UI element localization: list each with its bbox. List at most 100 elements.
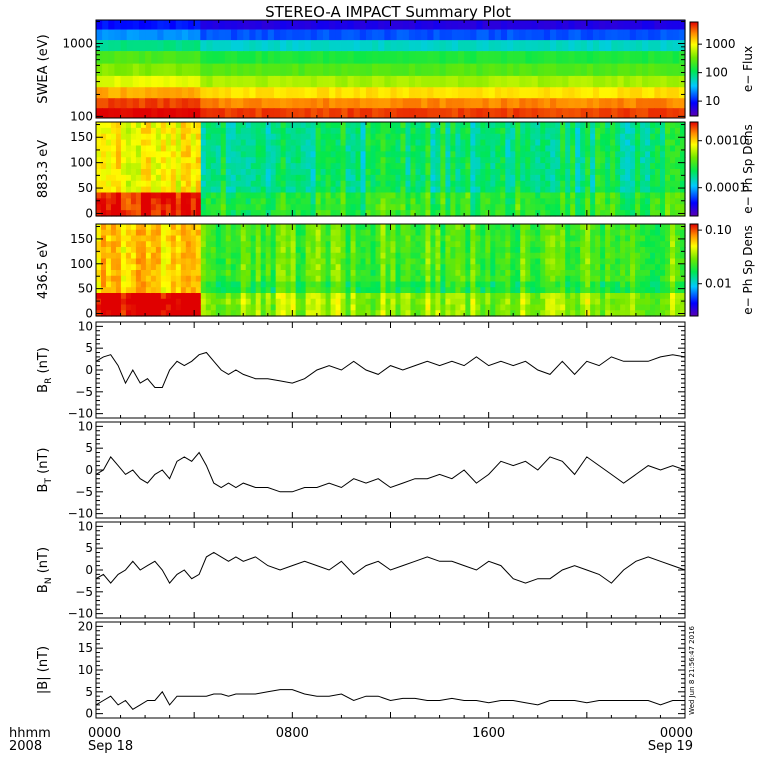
panel-pad883-cell bbox=[200, 192, 207, 199]
panel-pad436-colorbar bbox=[689, 223, 699, 317]
panel-pad883-cell bbox=[560, 169, 566, 176]
panel-swea-cell bbox=[212, 75, 220, 88]
panel-swea-cell bbox=[237, 51, 244, 64]
panel-pad883-cell bbox=[425, 163, 432, 170]
panel-pad436-cell bbox=[405, 281, 412, 288]
panel-pad436-cell bbox=[645, 252, 651, 260]
panel-pad883-cell bbox=[115, 192, 122, 199]
panel-pad883-cell bbox=[380, 133, 387, 141]
panel-pad883-cell bbox=[585, 174, 591, 182]
panel-pad436-cell bbox=[175, 287, 182, 294]
panel-pad436-cell bbox=[170, 281, 177, 288]
panel-pad883-cell bbox=[200, 122, 207, 129]
panel-swea-cell bbox=[175, 87, 183, 99]
panel-pad883-cell bbox=[550, 204, 556, 211]
panel-swea-cell bbox=[421, 98, 428, 109]
panel-pad436-cell bbox=[655, 270, 661, 277]
panel-pad883-cell bbox=[405, 127, 412, 135]
panel-pad883-cell bbox=[345, 133, 352, 141]
panel-pad883-cell bbox=[235, 151, 242, 158]
panel-pad883-cell bbox=[270, 198, 277, 205]
panel-pad436-cell bbox=[145, 275, 152, 283]
panel-pad436-cell bbox=[255, 310, 262, 317]
panel-pad883-cell bbox=[295, 122, 302, 129]
panel-swea-cell bbox=[249, 87, 257, 99]
panel-pad436-cell bbox=[285, 298, 292, 306]
panel-pad883-cell bbox=[625, 157, 631, 164]
panel-pad436-cell bbox=[385, 241, 392, 248]
panel-pad436-cell bbox=[160, 275, 167, 283]
panel-pad436-cell bbox=[290, 229, 297, 237]
panel-pad883-cell bbox=[615, 139, 621, 147]
panel-pad436-cell bbox=[360, 252, 367, 260]
panel-pad436-cell bbox=[455, 252, 461, 260]
panel-pad436-cell bbox=[150, 304, 157, 311]
panel-pad883-cell bbox=[160, 127, 167, 135]
panel-pad883-cell bbox=[565, 174, 571, 182]
panel-pad436-cell bbox=[505, 241, 511, 248]
panel-pad436-cell bbox=[570, 287, 576, 294]
panel-pad883-cell bbox=[205, 198, 212, 205]
panel-pad436-cell bbox=[490, 229, 496, 237]
panel-pad883-cell bbox=[275, 145, 282, 152]
panel-pad436-cell bbox=[485, 304, 491, 311]
panel-pad436-cell bbox=[500, 258, 506, 265]
panel-pad883-cell bbox=[565, 139, 571, 147]
panel-pad883-cell bbox=[440, 186, 447, 194]
panel-pad436-cell bbox=[470, 281, 476, 288]
panel-swea-cell bbox=[353, 40, 361, 52]
panel-pad436-cell bbox=[245, 304, 252, 311]
panel-pad883-cell bbox=[215, 169, 222, 176]
panel-pad883-cell bbox=[400, 139, 407, 147]
panel-pad883-cell bbox=[370, 133, 377, 141]
panel-swea-cell bbox=[531, 51, 539, 64]
panel-pad883-cell bbox=[180, 157, 187, 164]
panel-pad883-cell bbox=[670, 157, 676, 164]
panel-pad436-cell bbox=[545, 293, 551, 300]
panel-pad883-cell bbox=[530, 198, 536, 205]
panel-swea-cell bbox=[163, 29, 171, 41]
panel-pad883-cell bbox=[490, 186, 496, 194]
panel-pad436-cell bbox=[460, 247, 466, 254]
panel-pad883-cell bbox=[540, 122, 546, 129]
panel-pad436-cell bbox=[170, 287, 177, 294]
panel-pad883-cell bbox=[530, 151, 536, 158]
panel-pad883-cell bbox=[435, 186, 442, 194]
panel-pad883-cell bbox=[540, 204, 546, 211]
panel-pad883-cell bbox=[100, 163, 107, 170]
panel-swea-cell bbox=[96, 98, 103, 109]
panel-pad883-cell bbox=[150, 180, 157, 188]
panel-pad883-cell bbox=[475, 151, 481, 158]
panel-pad883-cell bbox=[655, 204, 661, 211]
panel-pad883-cell bbox=[220, 198, 227, 205]
panel-pad436-cell bbox=[325, 235, 332, 242]
panel-swea-cell bbox=[433, 63, 441, 77]
panel-pad883-cell bbox=[515, 145, 521, 152]
panel-pad883-cell bbox=[120, 139, 127, 147]
panel-pad883-cell bbox=[105, 127, 112, 135]
panel-pad436-cell bbox=[565, 258, 571, 265]
panel-pad883-cell bbox=[380, 210, 387, 217]
panel-pad436-cell bbox=[390, 264, 397, 271]
panel-pad436-cell bbox=[600, 287, 606, 294]
panel-pad436-cell bbox=[445, 298, 451, 306]
panel-pad883-cell bbox=[420, 192, 427, 199]
panel-pad436-cell bbox=[440, 247, 447, 254]
panel-swea-cell bbox=[138, 63, 146, 77]
panel-pad883-cell bbox=[130, 180, 137, 188]
panel-pad436-cell bbox=[270, 293, 277, 300]
panel-pad436-cell bbox=[580, 298, 586, 306]
panel-pad436-cell bbox=[500, 281, 506, 288]
panel-pad883-cell bbox=[620, 210, 626, 217]
panel-pad436-cell bbox=[615, 258, 621, 265]
panel-pad883-cell bbox=[175, 204, 182, 211]
panel-pad883-cell bbox=[650, 180, 656, 188]
panel-pad883-cell bbox=[165, 210, 172, 217]
panel-pad883-cell bbox=[310, 210, 317, 217]
panel-pad436-cell bbox=[370, 304, 377, 311]
panel-pad436-cell bbox=[555, 270, 561, 277]
panel-swea-cell bbox=[617, 51, 625, 64]
panel-swea-cell bbox=[470, 20, 477, 30]
panel-pad436-cell bbox=[310, 281, 317, 288]
panel-swea-cell bbox=[519, 29, 527, 41]
